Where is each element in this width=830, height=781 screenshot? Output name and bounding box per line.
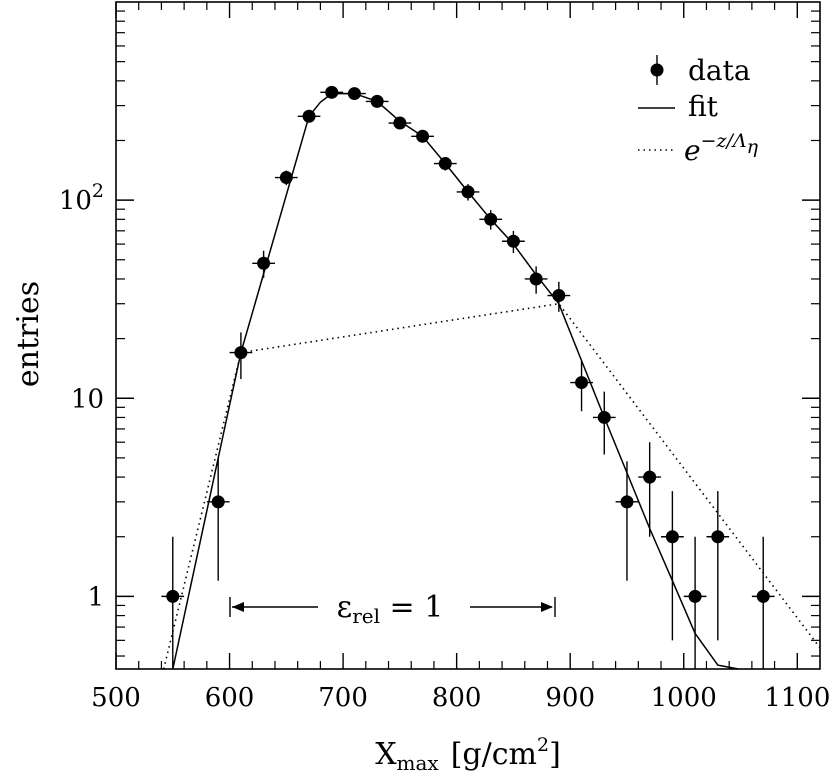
legend-item-exponential: e−z/Λη: [638, 130, 759, 167]
legend-item-fit: fit: [638, 90, 719, 123]
data-points: [161, 85, 775, 669]
data-point-marker: [302, 109, 316, 123]
y-tick-label: 1: [87, 582, 104, 612]
x-tick-label: 600: [205, 683, 255, 713]
annotation-right-arrowhead: [541, 602, 553, 612]
plot-frame: [115, 1, 821, 670]
data-point-marker: [393, 116, 407, 130]
data-point-marker: [416, 129, 430, 143]
data-point: [479, 210, 503, 230]
data-point: [615, 461, 639, 581]
data-point-marker: [552, 289, 566, 303]
data-point: [570, 361, 593, 412]
y-tick-label: 10: [71, 384, 104, 414]
x-tick-label: 1100: [764, 683, 830, 713]
data-point-marker: [643, 470, 657, 484]
x-tick-label: 500: [91, 683, 141, 713]
legend: data fit e−z/Λη: [638, 54, 759, 167]
data-point: [343, 87, 366, 101]
data-point: [320, 85, 344, 99]
x-axis-title: Xmax [g/cm2]: [375, 734, 561, 775]
efficiency-annotation: εrel = 1: [229, 590, 556, 628]
data-point-marker: [461, 185, 475, 199]
legend-fit-label: fit: [688, 90, 719, 123]
x-tick-label: 1000: [651, 683, 717, 713]
legend-data-label: data: [688, 54, 751, 87]
data-point: [706, 491, 730, 641]
data-point-marker: [756, 589, 770, 603]
data-point: [365, 94, 389, 108]
legend-data-marker: [650, 63, 664, 77]
data-point: [206, 457, 230, 581]
data-point-marker: [506, 234, 520, 248]
data-point: [524, 266, 548, 294]
exponential-curve: [162, 302, 821, 670]
data-point-marker: [211, 495, 225, 509]
data-point-marker: [484, 212, 498, 226]
data-point-marker: [325, 85, 339, 99]
x-tick-labels: 500 600 700 800 900 1000 1100: [91, 683, 830, 713]
x-tick-label: 800: [432, 683, 482, 713]
data-point-marker: [711, 530, 725, 544]
data-point-marker: [575, 376, 589, 390]
annotation-left-arrowhead: [232, 602, 244, 612]
data-point: [751, 536, 775, 669]
data-point: [456, 184, 480, 201]
data-point: [274, 170, 298, 186]
data-point-marker: [370, 94, 384, 108]
data-point: [683, 536, 707, 669]
y-axis-title: entries: [11, 281, 46, 387]
y-tick-label: 102: [59, 180, 104, 216]
data-point-marker: [597, 410, 611, 424]
data-point-marker: [620, 495, 634, 509]
curves: [162, 92, 821, 670]
data-point: [502, 230, 525, 253]
data-point: [297, 109, 321, 123]
data-point: [229, 332, 253, 380]
data-point-marker: [529, 272, 543, 286]
data-point: [433, 157, 457, 171]
data-point: [547, 281, 571, 312]
x-tick-label: 700: [318, 683, 368, 713]
x-tick-label: 900: [545, 683, 595, 713]
fit-curve: [172, 92, 739, 670]
data-point-marker: [438, 157, 452, 171]
data-point: [411, 129, 434, 143]
annotation-label: εrel = 1: [337, 590, 444, 628]
data-point: [388, 116, 412, 130]
data-point-marker: [347, 87, 361, 101]
legend-exp-label: e−z/Λη: [684, 130, 759, 167]
y-tick-labels: 1 10 102: [59, 180, 104, 612]
data-point-marker: [279, 171, 293, 185]
data-point-marker: [166, 589, 180, 603]
legend-item-data: data: [650, 54, 751, 87]
data-point: [638, 442, 662, 537]
data-point-marker: [257, 256, 271, 270]
data-point: [592, 391, 616, 455]
data-point-marker: [688, 589, 702, 603]
data-point-marker: [665, 530, 679, 544]
axis-ticks: [115, 2, 820, 669]
data-point-marker: [234, 346, 248, 360]
data-point: [252, 250, 275, 278]
data-point: [661, 491, 684, 641]
data-point: [161, 536, 185, 669]
